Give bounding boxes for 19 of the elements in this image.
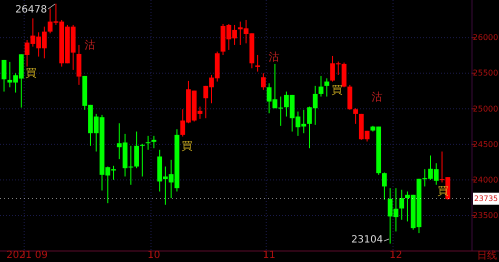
y-tick-label: 25500 <box>472 68 498 78</box>
annotation: 沽 <box>372 90 382 104</box>
x-tick-label: 12 <box>390 250 402 261</box>
annotation: 買 <box>182 140 192 152</box>
y-tick-label: 24000 <box>472 175 498 184</box>
x-tick-label: 11 <box>262 250 276 261</box>
y-tick-label: 24500 <box>472 140 498 149</box>
y-tick-label: 26000 <box>472 33 498 42</box>
annotation: 買 <box>26 66 36 80</box>
y-tick-label: 23500 <box>472 210 498 220</box>
y-tick-label: 25000 <box>472 104 498 114</box>
annotation: 23104 <box>351 234 383 246</box>
annotation: 買 <box>332 84 342 96</box>
annotation: 沽 <box>84 38 96 52</box>
annotation: 26478 <box>15 4 47 16</box>
x-tick-label: 10 <box>148 250 160 261</box>
x-tick-label: 2021 09 <box>6 250 48 261</box>
annotation: 沽 <box>268 50 280 64</box>
text: 日线 <box>477 250 497 262</box>
